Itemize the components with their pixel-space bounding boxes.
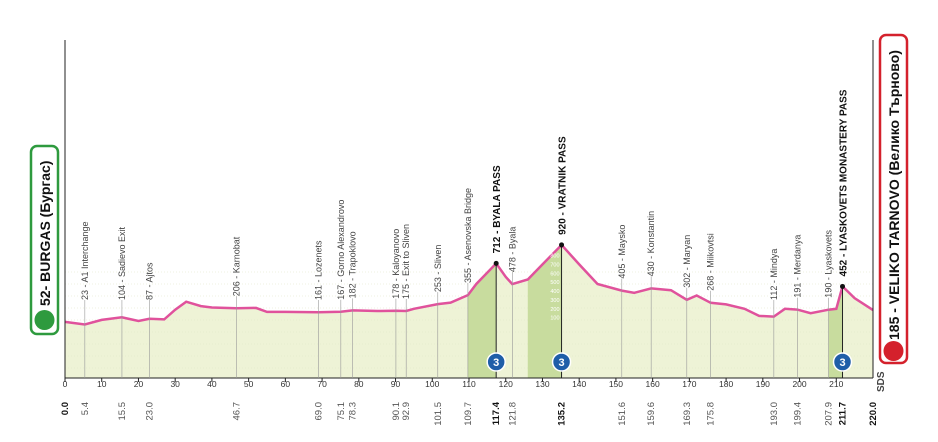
km-label: 151.6 — [617, 402, 628, 426]
x-tick-label: 120 — [499, 379, 513, 389]
km-label: 199.4 — [792, 402, 803, 426]
waypoint-label: 167 - Gorno Alexandrovo — [336, 200, 346, 300]
waypoint-label: 355 - Asenovska Bridge — [463, 188, 473, 283]
y-tick-label: 100 — [550, 316, 559, 322]
finish-label: 185 - VELIKO TARNOVO (Велико Търново) — [886, 50, 902, 340]
climb-label: 920 - VRATNIK PASS — [558, 136, 569, 235]
waypoint-label: 268 - Miikovtsi — [706, 233, 716, 291]
y-tick-label: 300 — [550, 298, 559, 304]
y-tick-label: 800 — [550, 254, 559, 260]
y-tick-label: 400 — [550, 289, 559, 295]
x-tick-label: 10 — [97, 379, 107, 389]
x-tick-label: 40 — [207, 379, 217, 389]
km-label: 121.8 — [507, 402, 518, 426]
km-label: 117.4 — [491, 401, 502, 425]
km-label: 75.1 — [336, 402, 347, 421]
x-tick-label: 30 — [170, 379, 180, 389]
km-label: 69.0 — [313, 402, 324, 421]
waypoint-label: 191 - Merdanya — [792, 235, 802, 298]
logo: SDS — [876, 371, 887, 392]
km-label: 211.7 — [838, 402, 849, 425]
km-label: 15.5 — [117, 402, 128, 421]
climb-badge — [486, 352, 506, 372]
x-tick-label: 110 — [462, 379, 476, 389]
finish-icon — [883, 341, 904, 361]
waypoint-label: 161 - Lozenets — [313, 240, 323, 300]
climb-category: 3 — [839, 357, 845, 369]
waypoint-label: 478 - Byala — [507, 227, 517, 273]
waypoint-label: 175 - Exit to Sliven — [401, 224, 411, 299]
waypoint-label: 430 - Konstantin — [646, 211, 656, 277]
waypoint-label: 178 - Kaloyanovo — [391, 229, 401, 299]
km-label: 220.0 — [868, 402, 879, 426]
km-label: 23.0 — [144, 402, 155, 421]
x-tick-label: 160 — [646, 379, 660, 389]
km-label: 207.9 — [824, 402, 835, 426]
km-label: 193.0 — [769, 402, 780, 426]
km-label: 159.6 — [646, 402, 657, 426]
km-label: 175.8 — [706, 402, 717, 426]
x-tick-label: 70 — [317, 379, 327, 389]
km-label: 78.3 — [348, 402, 359, 421]
finish-box — [878, 33, 909, 365]
x-tick-label: 140 — [572, 379, 586, 389]
waypoint-label: 23 - A1 Interchange — [80, 221, 90, 300]
climb-badge — [551, 352, 572, 372]
climb-category: 3 — [558, 357, 564, 369]
x-tick-label: 180 — [719, 379, 733, 389]
summit — [840, 283, 846, 289]
waypoint-label: 182 - Trapoklovo — [348, 231, 358, 298]
climb-category: 3 — [493, 357, 499, 369]
y-tick-label: 700 — [550, 262, 559, 268]
summit — [493, 260, 499, 266]
x-tick-label: 80 — [354, 379, 364, 389]
start-label: 52- BURGAS (Бургас) — [37, 161, 53, 306]
climb-badge — [832, 352, 853, 372]
km-label: 92.9 — [401, 402, 412, 421]
waypoint-label: 112 - Mindya — [769, 249, 779, 300]
climb-label: 712 - BYALA PASS — [492, 165, 503, 253]
km-label: 135.2 — [557, 402, 568, 426]
x-tick-label: 200 — [792, 379, 806, 389]
km-label: 0.0 — [60, 402, 71, 415]
climb-label: 452 - LYASKOVETS MONASTERY PASS — [839, 89, 850, 276]
y-tick-label: 200 — [550, 307, 559, 313]
km-label: 5.4 — [80, 402, 91, 415]
start-icon — [34, 310, 55, 330]
waypoint-label: 302 - Maryan — [682, 235, 692, 288]
start-box — [29, 144, 60, 336]
waypoint-label: 87 - Ajtos — [144, 262, 154, 300]
x-tick-label: 0 — [63, 379, 68, 389]
y-tick-label: 600 — [550, 271, 559, 277]
x-tick-label: 90 — [391, 379, 401, 389]
climb-area — [527, 244, 562, 378]
km-label: 109.7 — [463, 402, 474, 426]
x-tick-label: 20 — [134, 379, 144, 389]
climb-area — [467, 263, 497, 378]
waypoint-label: 253 - Sliven — [433, 245, 443, 293]
x-tick-label: 150 — [609, 379, 623, 389]
waypoint-label: 405 - Maysko — [617, 225, 627, 279]
km-label: 46.7 — [232, 402, 243, 421]
km-label: 90.1 — [391, 402, 402, 421]
x-tick-label: 50 — [244, 379, 254, 389]
waypoint-label: 190 - Lyaskovets — [824, 229, 834, 297]
waypoint-label: 104 - Sadievo Exit — [117, 226, 127, 300]
summit — [559, 242, 565, 248]
km-label: 101.5 — [433, 402, 444, 426]
x-tick-label: 190 — [756, 379, 770, 389]
y-tick-label: 500 — [550, 280, 559, 286]
x-tick-label: 130 — [535, 379, 549, 389]
km-label: 169.3 — [682, 402, 693, 426]
waypoint-label: 206 - Karnobat — [232, 236, 242, 296]
x-tick-label: 210 — [829, 379, 843, 389]
x-tick-label: 100 — [425, 379, 439, 389]
x-tick-label: 60 — [281, 379, 291, 389]
x-tick-label: 170 — [682, 379, 696, 389]
